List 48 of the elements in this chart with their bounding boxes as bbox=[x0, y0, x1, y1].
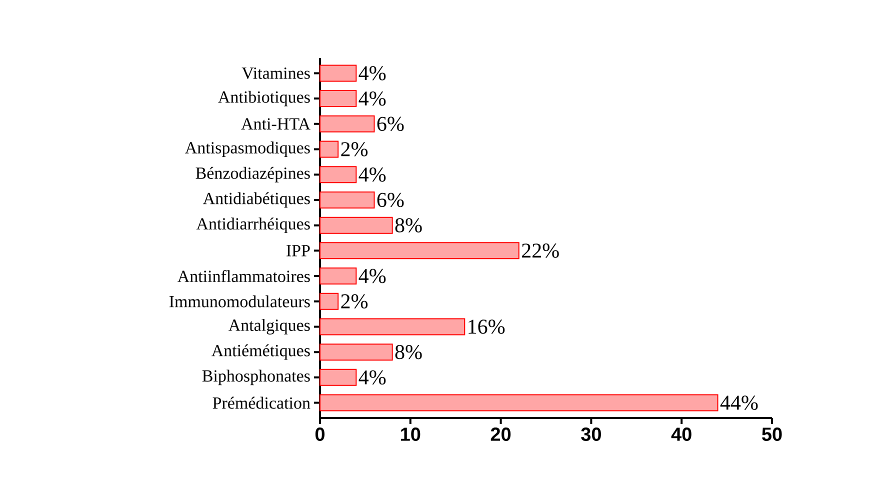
data-label: 2% bbox=[341, 142, 368, 156]
data-label: 16% bbox=[468, 320, 505, 334]
x-tick-label: 50 bbox=[762, 428, 782, 441]
y-tick-label: Prémédication bbox=[212, 396, 310, 409]
data-label: 2% bbox=[341, 294, 368, 308]
data-label: 4% bbox=[358, 91, 386, 106]
y-tick-label: Biphosphonates bbox=[202, 370, 310, 386]
y-tick-label: Antidiabétiques bbox=[203, 192, 310, 208]
bar bbox=[320, 318, 466, 336]
bar bbox=[320, 191, 375, 208]
y-tick-label: Antiinflammatoires bbox=[178, 270, 310, 282]
data-label: 22% bbox=[522, 244, 559, 258]
bar bbox=[320, 140, 339, 158]
y-tick-label: Bénzodiazépines bbox=[196, 166, 310, 182]
bar bbox=[320, 268, 357, 285]
y-tick-label: Antidiarrhéiques bbox=[196, 218, 310, 234]
data-label: 8% bbox=[395, 218, 422, 232]
bar bbox=[320, 368, 357, 386]
bar bbox=[320, 394, 718, 412]
bar bbox=[320, 166, 357, 184]
bar bbox=[320, 292, 339, 310]
y-tick-label: Vitamines bbox=[242, 67, 310, 79]
y-tick-label: Antalgiques bbox=[228, 318, 310, 334]
data-label: 6% bbox=[377, 192, 404, 208]
data-label: 44% bbox=[720, 396, 758, 410]
bar bbox=[320, 216, 393, 234]
bar bbox=[320, 115, 375, 132]
data-label: 4% bbox=[358, 66, 386, 80]
bar bbox=[320, 64, 357, 82]
x-tick-label: 30 bbox=[581, 428, 601, 442]
y-tick-label: Antibiotiques bbox=[218, 90, 310, 106]
x-tick-label: 40 bbox=[671, 428, 692, 441]
x-tick-label: 10 bbox=[401, 428, 420, 441]
data-label: 8% bbox=[395, 344, 422, 360]
data-label: 4% bbox=[358, 370, 386, 385]
data-label: 4% bbox=[358, 168, 386, 182]
y-tick-label: Antispasmodiques bbox=[185, 142, 310, 157]
x-tick-label: 20 bbox=[490, 428, 511, 441]
bar bbox=[320, 90, 357, 108]
y-tick-label: Anti-HTA bbox=[241, 118, 310, 130]
y-tick-label: Antiémétiques bbox=[212, 344, 310, 360]
data-label: 6% bbox=[377, 116, 404, 132]
bar bbox=[320, 344, 393, 361]
y-tick-label: Immunomodulateurs bbox=[169, 295, 310, 308]
y-tick-label: IPP bbox=[286, 245, 310, 256]
data-label: 4% bbox=[358, 268, 386, 284]
bar bbox=[320, 242, 520, 260]
x-tick-label: 0 bbox=[315, 428, 325, 441]
